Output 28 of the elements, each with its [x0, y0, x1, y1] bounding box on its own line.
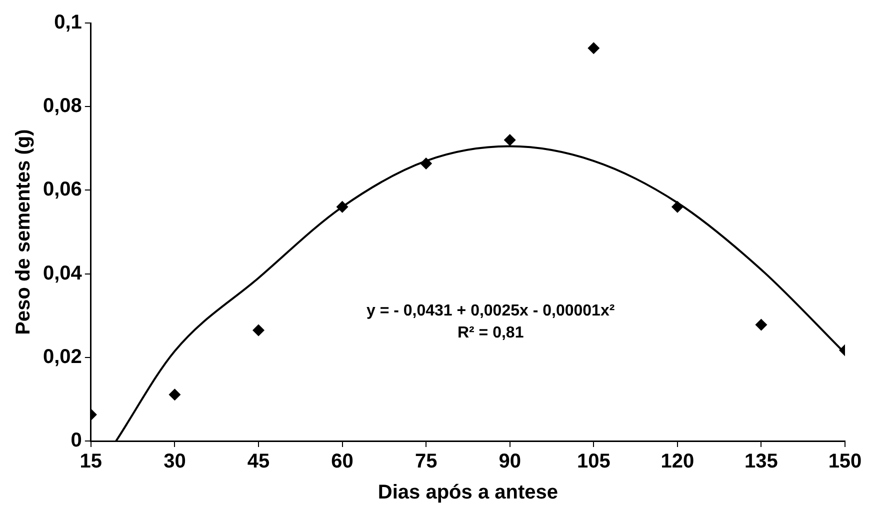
- point: [671, 200, 684, 213]
- point: [252, 324, 264, 336]
- x-tick-label: 30: [164, 450, 186, 473]
- point: [504, 134, 516, 146]
- x-tick-label: 105: [576, 450, 610, 473]
- y-axis-title: Peso de sementes (g): [12, 129, 35, 335]
- point: [336, 200, 348, 213]
- x-tick-label: 15: [80, 450, 102, 473]
- x-tick-label: 45: [247, 450, 270, 473]
- x-axis-title: Dias após a antese: [378, 482, 558, 504]
- annotation: R² = 0,81: [457, 324, 524, 342]
- y-tick-label: 0,02: [42, 346, 82, 368]
- x-tick-label: 150: [828, 450, 862, 473]
- y-tick-label: 0: [70, 430, 82, 452]
- point: [420, 157, 432, 170]
- x-tick-label: 120: [660, 450, 694, 473]
- y-tick-label: 0,06: [42, 178, 82, 201]
- point: [168, 388, 181, 401]
- point: [755, 318, 768, 331]
- x-tick-label: 60: [331, 450, 354, 473]
- point: [588, 42, 600, 54]
- y-tick-label: 0,1: [54, 12, 82, 34]
- annotation: y = - 0,0431 + 0,0025x - 0,00001x²: [366, 302, 615, 320]
- x-tick-label: 75: [414, 450, 438, 473]
- y-tick-label: 0,08: [42, 95, 82, 118]
- x-tick-label: 135: [744, 450, 778, 473]
- y-tick-label: 0,04: [42, 262, 83, 284]
- x-tick-label: 90: [498, 450, 521, 473]
